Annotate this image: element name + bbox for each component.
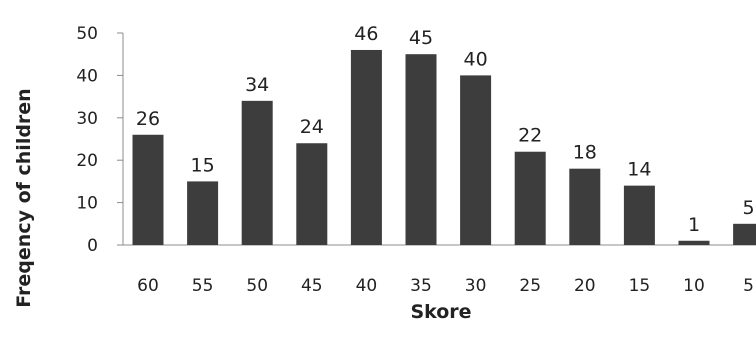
data-label: 5 bbox=[743, 197, 755, 219]
bars bbox=[133, 50, 756, 245]
bar bbox=[242, 101, 273, 245]
x-tick-label: 40 bbox=[356, 276, 378, 296]
data-label: 26 bbox=[136, 108, 160, 130]
x-tick-label: 15 bbox=[629, 276, 651, 296]
x-tick-label: 60 bbox=[137, 276, 159, 296]
y-tick-label: 40 bbox=[76, 66, 98, 86]
data-label: 18 bbox=[573, 142, 597, 164]
bar bbox=[569, 169, 600, 245]
x-axis-label: Skore bbox=[410, 301, 471, 323]
bar bbox=[133, 135, 164, 245]
x-tick-label: 5 bbox=[743, 276, 754, 296]
y-tick-label: 10 bbox=[76, 194, 98, 214]
x-tick-label: 45 bbox=[301, 276, 323, 296]
x-tick-label: 50 bbox=[246, 276, 268, 296]
x-tick-label: 35 bbox=[410, 276, 432, 296]
data-label: 14 bbox=[627, 159, 651, 181]
y-tick-label: 0 bbox=[87, 236, 98, 256]
x-tick-label: 25 bbox=[519, 276, 541, 296]
bar bbox=[187, 181, 218, 245]
x-tick-label: 55 bbox=[192, 276, 214, 296]
y-tick-label: 30 bbox=[76, 109, 98, 129]
bar bbox=[624, 186, 655, 245]
bar bbox=[296, 143, 327, 245]
y-tick-label: 50 bbox=[76, 24, 98, 44]
bar bbox=[406, 54, 437, 245]
data-label: 45 bbox=[409, 27, 433, 49]
data-label: 15 bbox=[191, 154, 215, 176]
data-label: 22 bbox=[518, 125, 542, 147]
bar bbox=[733, 224, 756, 245]
bar bbox=[351, 50, 382, 245]
bar bbox=[515, 152, 546, 245]
x-tick-label: 20 bbox=[574, 276, 596, 296]
data-label: 40 bbox=[464, 48, 488, 70]
bar bbox=[679, 241, 710, 245]
bar bbox=[460, 75, 491, 245]
x-tick-label: 10 bbox=[683, 276, 705, 296]
data-label: 46 bbox=[354, 23, 378, 45]
data-label: 34 bbox=[245, 74, 269, 96]
data-label: 1 bbox=[688, 214, 700, 236]
x-tick-label: 30 bbox=[465, 276, 487, 296]
data-label: 24 bbox=[300, 116, 324, 138]
y-tick-label: 20 bbox=[76, 151, 98, 171]
y-axis-label: Freqency of children bbox=[13, 88, 35, 307]
